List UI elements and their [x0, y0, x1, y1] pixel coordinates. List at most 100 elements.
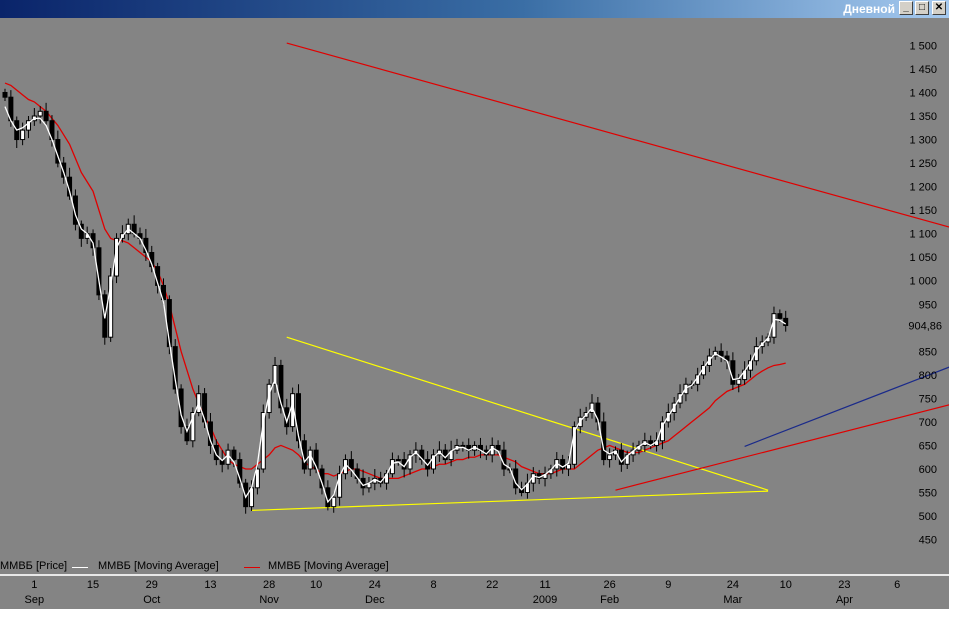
candle-body: [2, 91, 8, 98]
candles-group: [2, 88, 789, 514]
x-tick-day: 28: [263, 579, 275, 591]
candle-body: [495, 444, 501, 451]
candle-body: [213, 444, 219, 461]
legend-ma-slow: ММВБ [Moving Average]: [268, 560, 389, 572]
x-tick-day: 24: [369, 579, 381, 591]
x-tick-day: 26: [603, 579, 615, 591]
window-title: Дневной: [843, 2, 895, 16]
candle-body: [178, 388, 184, 428]
candle-body: [184, 426, 190, 442]
candle-body: [254, 468, 260, 489]
x-tick-month: Dec: [365, 594, 385, 606]
candle-body: [307, 449, 313, 470]
y-tick-label: 550: [919, 488, 937, 500]
candle-body: [313, 449, 319, 470]
y-tick-label: 1 300: [909, 135, 937, 147]
y-tick-label: 1 500: [909, 40, 937, 52]
right-margin: [949, 18, 962, 621]
candle-body: [395, 459, 401, 462]
candle-body: [219, 459, 225, 465]
candle-body: [160, 284, 166, 301]
y-tick-label: 1 000: [909, 276, 937, 288]
last-price-label: 904,86: [908, 321, 942, 333]
trendlines-group: [251, 42, 949, 512]
y-axis: 1 500 1 450 1 400 1 350 1 300 1 250 1 200 1 150…: [908, 40, 942, 546]
candle-body: [278, 364, 284, 409]
candle-body: [61, 162, 67, 178]
candle-body: [407, 454, 413, 470]
y-tick-label: 600: [919, 464, 937, 476]
y-tick-label: 1 150: [909, 205, 937, 217]
x-tick-day: 24: [727, 579, 739, 591]
x-tick-day: 10: [780, 579, 792, 591]
x-tick-month: 2009: [533, 594, 557, 606]
y-tick-label: 700: [919, 417, 937, 429]
maximize-button[interactable]: □: [915, 1, 929, 15]
chart-panel[interactable]: 1 500 1 450 1 400 1 350 1 300 1 250 1 200 1 150…: [0, 18, 949, 574]
candle-body: [20, 129, 26, 141]
trendline-yellow-lower: [251, 490, 769, 512]
candle-body: [777, 313, 783, 319]
y-tick-label: 1 200: [909, 182, 937, 194]
candle-body: [43, 110, 49, 122]
x-tick-day: 15: [87, 579, 99, 591]
y-tick-label: 650: [919, 440, 937, 452]
candle-body: [624, 454, 630, 465]
y-tick-label: 950: [919, 299, 937, 311]
candle-body: [730, 360, 736, 385]
y-tick-label: 1 250: [909, 158, 937, 170]
x-tick-day: 23: [838, 579, 850, 591]
trendline-blue-support: [744, 366, 949, 447]
x-tick-day: 29: [146, 579, 158, 591]
candle-body: [272, 364, 278, 385]
x-tick-day: 1: [31, 579, 37, 591]
legend-price: ММВБ [Price]: [0, 560, 68, 572]
candle-body: [607, 454, 613, 461]
legend-ma-fast-swatch: [72, 567, 88, 568]
y-tick-label: 500: [919, 511, 937, 523]
candle-body: [460, 444, 466, 447]
y-tick-label: 1 350: [909, 111, 937, 123]
candle-body: [448, 449, 454, 461]
x-tick-month: Oct: [143, 594, 160, 606]
candle-body: [190, 412, 196, 442]
candle-body: [431, 454, 437, 470]
x-tick-day: 22: [486, 579, 498, 591]
legend-ma-slow-swatch: [244, 567, 260, 568]
trendline-yellow-upper: [286, 336, 769, 491]
x-tick-day: 6: [894, 579, 900, 591]
candle-body: [331, 496, 337, 508]
candle-body: [337, 473, 343, 498]
x-tick-month: Nov: [259, 594, 279, 606]
x-tick-day: 10: [310, 579, 322, 591]
y-tick-label: 1 400: [909, 87, 937, 99]
x-tick-day: 13: [204, 579, 216, 591]
ma-fast-line: [4, 106, 787, 504]
close-button[interactable]: ✕: [932, 1, 946, 15]
y-tick-label: 850: [919, 346, 937, 358]
candle-body: [566, 463, 572, 470]
window-titlebar: Дневной _ □ ✕: [0, 0, 949, 18]
candle-body: [231, 449, 237, 461]
candle-body: [72, 195, 78, 225]
x-tick-month: Feb: [600, 594, 619, 606]
y-tick-label: 800: [919, 370, 937, 382]
y-tick-label: 1 050: [909, 252, 937, 264]
candle-body: [108, 275, 114, 338]
ma-fast-line-group: [4, 106, 787, 504]
candle-body: [166, 299, 172, 348]
x-tick-month: Sep: [25, 594, 45, 606]
bottom-margin: [0, 609, 949, 621]
trendline-red-resistance: [286, 42, 949, 228]
y-tick-label: 1 450: [909, 64, 937, 76]
y-tick-label: 450: [919, 535, 937, 547]
y-tick-label: 750: [919, 393, 937, 405]
x-axis: 1 Sep 15 29 Oct 13 28 Nov 10 24 Dec 8 22 11 2009 26 Feb 9…: [0, 574, 949, 609]
candle-body: [37, 110, 43, 117]
candle-body: [348, 459, 354, 470]
price-chart[interactable]: 1 500 1 450 1 400 1 350 1 300 1 250 1 200 1 150…: [0, 18, 949, 574]
minimize-button[interactable]: _: [899, 1, 913, 15]
candle-body: [736, 379, 742, 385]
legend-ma-fast: ММВБ [Moving Average]: [98, 560, 219, 572]
candle-body: [266, 383, 272, 414]
